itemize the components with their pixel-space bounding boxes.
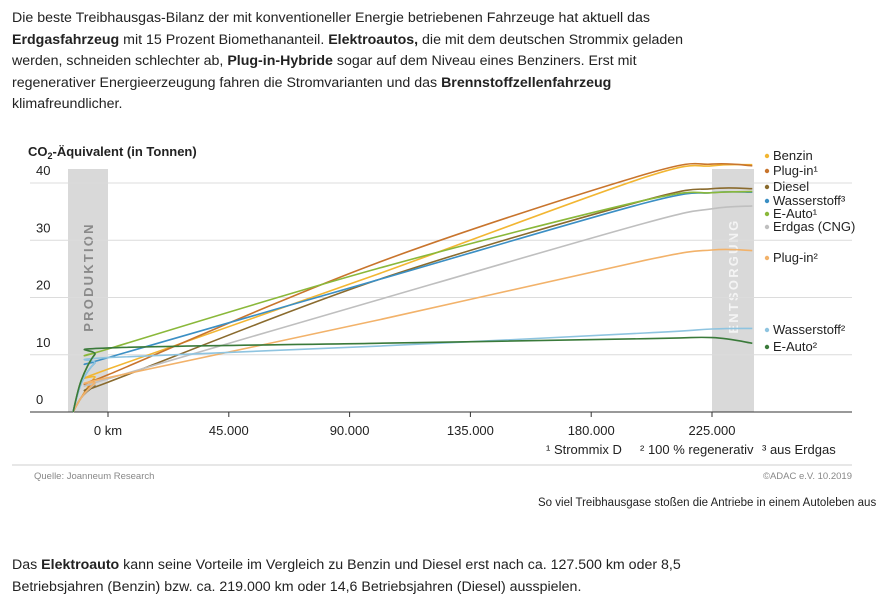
series-line (72, 248, 753, 413)
series-line (72, 205, 753, 413)
x-tick-label: 135.000 (447, 423, 494, 438)
legend-marker (764, 327, 770, 333)
legend-marker (764, 224, 770, 230)
outro-text-1: Das (12, 557, 42, 573)
footnote: ¹ Strommix D (546, 442, 622, 457)
x-tick-label: 0 km (94, 423, 122, 438)
legend-marker (764, 198, 770, 204)
intro-text-4: sogar auf dem Niveau eines Benziners. Er… (12, 53, 637, 91)
y-tick-label: 30 (36, 220, 50, 235)
legend-label: Diesel (773, 179, 809, 194)
legend-label: Benzin (773, 148, 813, 163)
y-tick-label: 0 (36, 392, 43, 407)
legend-label: Plug-in² (773, 250, 818, 265)
production-band-label: PRODUKTION (81, 222, 96, 331)
chart-caption: So viel Treibhausgase stoßen die Antrieb… (538, 497, 877, 509)
series-line (72, 162, 753, 413)
legend-label: Erdgas (CNG) (773, 219, 855, 234)
y-tick-label: 10 (36, 335, 50, 350)
intro-text-3: die mit dem deutschen Strommix geladen w… (12, 31, 684, 70)
intro-bold-2: Elektroautos, (328, 31, 419, 48)
legend-marker (764, 344, 770, 350)
outro-text-2: kann seine Vorteile im Vergleich zu Benz… (12, 557, 681, 595)
intro-text-2: mit 15 Prozent Biomethananteil. (119, 31, 329, 48)
intro-text-1: Die beste Treibhausgas-Bilanz der mit ko… (12, 10, 651, 26)
legend-marker (764, 168, 770, 174)
x-tick-label: 45.000 (209, 423, 249, 438)
disposal-band-label: ENTSORGUNG (726, 218, 741, 333)
footnote: ³ aus Erdgas (762, 442, 836, 457)
legend-marker (764, 211, 770, 217)
y-axis-label: CO2-Äquivalent (in Tonnen) (28, 144, 197, 161)
y-tick-label: 20 (36, 278, 50, 293)
legend-label: Wasserstoff³ (773, 193, 846, 208)
legend-marker (764, 255, 770, 261)
source-note: Quelle: Joanneum Research (34, 471, 154, 482)
intro-bold-3: Plug-in-Hybride (227, 53, 333, 69)
x-tick-label: 90.000 (330, 423, 370, 438)
intro-paragraph: Die beste Treibhausgas-Bilanz der mit ko… (12, 8, 712, 116)
legend-label: Plug-in¹ (773, 163, 818, 178)
legend-label: E-Auto² (773, 339, 818, 354)
x-tick-label: 180.000 (568, 423, 615, 438)
series-line (72, 336, 753, 413)
x-tick-label: 225.000 (689, 423, 736, 438)
y-tick-label: 40 (36, 163, 50, 178)
series-line (72, 190, 753, 413)
series-line (72, 190, 753, 413)
outro-bold-1: Elektroauto (41, 557, 120, 573)
intro-bold-1: Erdgasfahrzeug (12, 31, 120, 48)
co2-line-chart: PRODUKTION ENTSORGUNG 0 10 20 30 40 0 km 45.000… (12, 144, 855, 482)
legend-label: E-Auto¹ (773, 206, 818, 221)
legend-marker (764, 184, 770, 190)
intro-bold-4: Brennstoffzellenfahrzeug (441, 74, 612, 91)
disposal-band (712, 169, 754, 412)
copyright-note: ©ADAC e.V. 10.2019 (763, 471, 852, 482)
footnote: ² 100 % regenerativ (640, 442, 754, 457)
series-line (72, 163, 753, 413)
outro-paragraph: Das Elektroauto kann seine Vorteile im V… (12, 555, 732, 598)
series-line (72, 327, 753, 413)
intro-text-5: klimafreundlicher. (12, 96, 123, 112)
legend-marker (764, 153, 770, 159)
legend-label: Wasserstoff² (773, 322, 846, 337)
